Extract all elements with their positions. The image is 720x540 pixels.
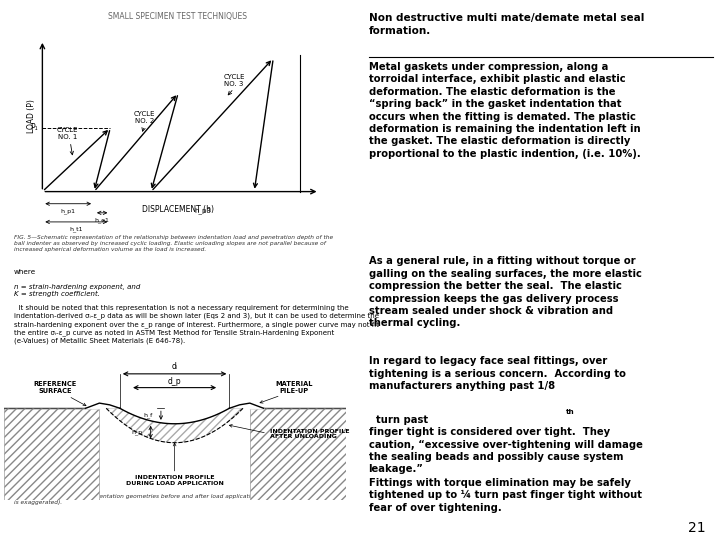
Text: Metal gaskets under compression, along a
torroidal interface, exhibit plastic an: Metal gaskets under compression, along a… — [369, 62, 640, 159]
Text: Fittings with torque elimination may be safely
tightened up to ¼ turn past finge: Fittings with torque elimination may be … — [369, 478, 642, 513]
Text: d_p: d_p — [168, 377, 181, 386]
Text: turn past
finger tight is considered over tight.  They
caution, “excessive over-: turn past finger tight is considered ove… — [369, 415, 642, 474]
Text: REFERENCE
SURFACE: REFERENCE SURFACE — [33, 381, 76, 394]
Text: h_t1: h_t1 — [70, 226, 83, 232]
Text: In regard to legacy face seal fittings, over
tightening is a serious concern.  A: In regard to legacy face seal fittings, … — [369, 356, 626, 391]
Text: CYCLE
NO. 2: CYCLE NO. 2 — [133, 111, 155, 124]
Text: INDENTATION PROFILE
AFTER UNLOADING: INDENTATION PROFILE AFTER UNLOADING — [270, 429, 350, 440]
Text: LOAD (P): LOAD (P) — [27, 99, 36, 133]
Text: As a general rule, in a fitting without torque or
galling on the sealing surface: As a general rule, in a fitting without … — [369, 256, 642, 328]
Text: h_p: h_p — [131, 429, 142, 435]
Text: h_f: h_f — [143, 413, 153, 418]
Text: where: where — [14, 269, 37, 275]
Polygon shape — [250, 408, 346, 500]
Text: h_e1: h_e1 — [95, 218, 109, 223]
Text: n = strain-hardening exponent, and
K = strength coefficient.: n = strain-hardening exponent, and K = s… — [14, 284, 140, 297]
Text: FIG. 5—Schematic representation of the relationship between indentation load and: FIG. 5—Schematic representation of the r… — [14, 235, 333, 252]
Text: DISPLACEMENT (h): DISPLACEMENT (h) — [142, 205, 215, 214]
Text: CYCLE
NO. 3: CYCLE NO. 3 — [223, 74, 245, 87]
Text: P₁: P₁ — [31, 124, 38, 132]
Text: MATERIAL
PILE-UP: MATERIAL PILE-UP — [276, 381, 313, 394]
Text: dᵢ: dᵢ — [171, 362, 178, 372]
Text: Non destructive multi mate/demate metal seal
formation.: Non destructive multi mate/demate metal … — [369, 14, 644, 36]
Text: h_p3: h_p3 — [194, 207, 211, 213]
Text: h_p1: h_p1 — [60, 208, 76, 214]
Text: It should be noted that this representation is not a necessary requirement for d: It should be noted that this representat… — [14, 305, 379, 344]
Text: FIG. 6—Illustration of ball indentation geometries before and after load applica: FIG. 6—Illustration of ball indentation … — [14, 494, 320, 505]
Text: INDENTATION PROFILE
DURING LOAD APPLICATION: INDENTATION PROFILE DURING LOAD APPLICAT… — [126, 475, 223, 486]
Text: SMALL SPECIMEN TEST TECHNIQUES: SMALL SPECIMEN TEST TECHNIQUES — [107, 12, 247, 22]
Text: th: th — [565, 409, 575, 415]
Text: 21: 21 — [688, 521, 706, 535]
Text: CYCLE
NO. 1: CYCLE NO. 1 — [57, 127, 78, 140]
Polygon shape — [4, 408, 99, 500]
